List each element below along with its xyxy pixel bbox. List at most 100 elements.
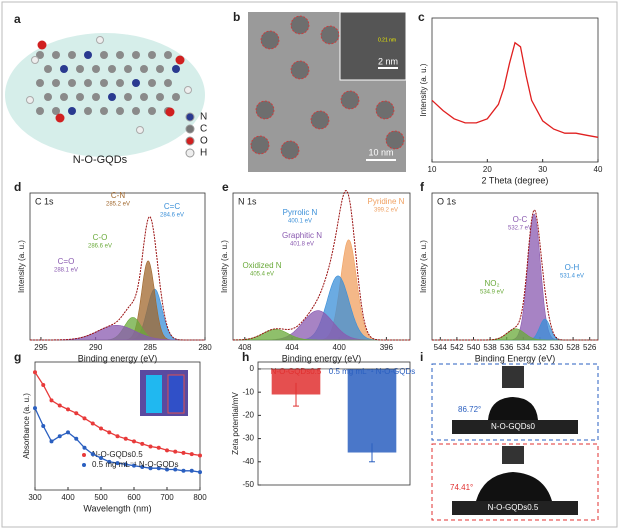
peak-energy: 288.1 eV: [54, 268, 78, 274]
panel-label: a: [14, 12, 21, 26]
atom: [164, 51, 172, 59]
data-point: [49, 398, 54, 403]
data-point: [82, 416, 87, 421]
data-point: [148, 444, 153, 449]
legend-marker: [82, 463, 86, 467]
atom: [124, 93, 132, 101]
atom: [100, 51, 108, 59]
atom: [136, 126, 144, 134]
substrate: [452, 501, 578, 515]
data-point: [99, 456, 103, 460]
droplet: [488, 397, 538, 420]
atom: [92, 93, 100, 101]
molecule-title: N-O-GQDs: [73, 154, 128, 166]
peak-name: Oxidized N: [242, 261, 281, 270]
atom: [76, 65, 84, 73]
peak-energy: 286.6 eV: [88, 244, 112, 250]
data-point: [115, 434, 120, 439]
atom: [68, 51, 76, 59]
atom: [175, 55, 185, 65]
atom: [52, 79, 60, 87]
data-point: [57, 434, 62, 439]
atom: [44, 65, 52, 73]
data-point: [148, 466, 153, 471]
panel-label: b: [233, 10, 240, 24]
fit-envelope: [432, 209, 598, 341]
peak-name: C=C: [164, 202, 180, 211]
contact-angle: 86.72°: [458, 405, 481, 414]
atom: [84, 79, 92, 87]
data-point: [181, 450, 186, 455]
legend-atom: [185, 136, 195, 146]
atom: [132, 51, 140, 59]
atom: [172, 93, 180, 101]
y-tick-label: 0: [250, 364, 255, 373]
data-point: [66, 407, 70, 412]
atom: [140, 65, 148, 73]
x-tick-label: 408: [238, 343, 252, 352]
atom: [116, 107, 124, 115]
legend-marker: [82, 453, 86, 457]
legend-label: C: [200, 124, 207, 135]
x-tick-label: 500: [94, 493, 108, 502]
needle: [502, 366, 524, 388]
atom: [37, 40, 47, 50]
data-point: [123, 462, 128, 467]
data-point: [181, 468, 186, 473]
peak-name: C-N: [111, 191, 125, 200]
atom: [100, 79, 108, 87]
hrtem-inset: [339, 11, 407, 81]
panel-label: e: [222, 180, 229, 194]
data-point: [132, 463, 136, 468]
panel-title: N 1s: [238, 196, 257, 206]
atom: [52, 107, 60, 115]
atom: [148, 107, 156, 115]
atom: [184, 86, 192, 94]
peak-energy: 532.7 eV: [508, 226, 532, 232]
y-axis-label: Absorbance (a. u.): [22, 393, 31, 459]
data-point: [49, 439, 54, 444]
data-point: [189, 468, 194, 473]
contact-angle: 74.41°: [450, 483, 473, 492]
data-point: [82, 445, 87, 450]
data-point: [173, 467, 178, 472]
atom: [84, 51, 92, 59]
y-tick-label: -30: [242, 434, 254, 443]
x-tick-label: 538: [483, 343, 497, 352]
x-tick-label: 542: [450, 343, 464, 352]
atom: [148, 51, 156, 59]
data-point: [33, 370, 37, 375]
x-tick-label: 400: [61, 493, 75, 502]
x-tick-label: 280: [198, 343, 212, 352]
legend-label: 0.5 mg mL⁻¹ N-O-GQDs: [92, 460, 178, 469]
atom: [165, 107, 175, 117]
fit-envelope: [233, 190, 410, 341]
y-axis-label: Intensity (a. u.): [220, 240, 229, 293]
x-tick-label: 404: [285, 343, 299, 352]
x-tick-label: 300: [28, 493, 42, 502]
atom: [148, 79, 156, 87]
x-tick-label: 544: [434, 343, 448, 352]
panel-label: i: [420, 350, 423, 364]
data-point: [41, 383, 46, 388]
peak-name: C=O: [58, 257, 75, 266]
peak-energy: 284.6 eV: [160, 213, 184, 219]
fit-envelope: [30, 215, 205, 341]
y-axis-label: Zeta potential/mV: [231, 391, 240, 454]
plot-frame: [257, 361, 411, 486]
data-point: [156, 445, 161, 450]
atom: [92, 65, 100, 73]
x-tick-label: 534: [517, 343, 531, 352]
sample-label: N-O-GQDs0.5: [488, 503, 539, 512]
data-point: [57, 403, 62, 408]
x-tick-label: 530: [550, 343, 564, 352]
peak-energy: 399.2 eV: [374, 208, 398, 214]
x-tick-label: 295: [34, 343, 48, 352]
y-axis-label: Intensity (a. u.): [17, 240, 26, 293]
quantum-dot: [385, 130, 405, 150]
atom: [140, 93, 148, 101]
x-tick-label: 528: [566, 343, 580, 352]
droplet: [476, 472, 552, 501]
atom: [52, 51, 60, 59]
data-point: [90, 421, 95, 426]
